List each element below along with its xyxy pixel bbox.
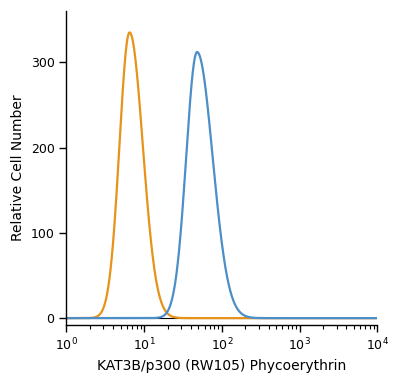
Y-axis label: Relative Cell Number: Relative Cell Number <box>11 95 25 241</box>
X-axis label: KAT3B/p300 (RW105) Phycoerythrin: KAT3B/p300 (RW105) Phycoerythrin <box>97 359 346 373</box>
